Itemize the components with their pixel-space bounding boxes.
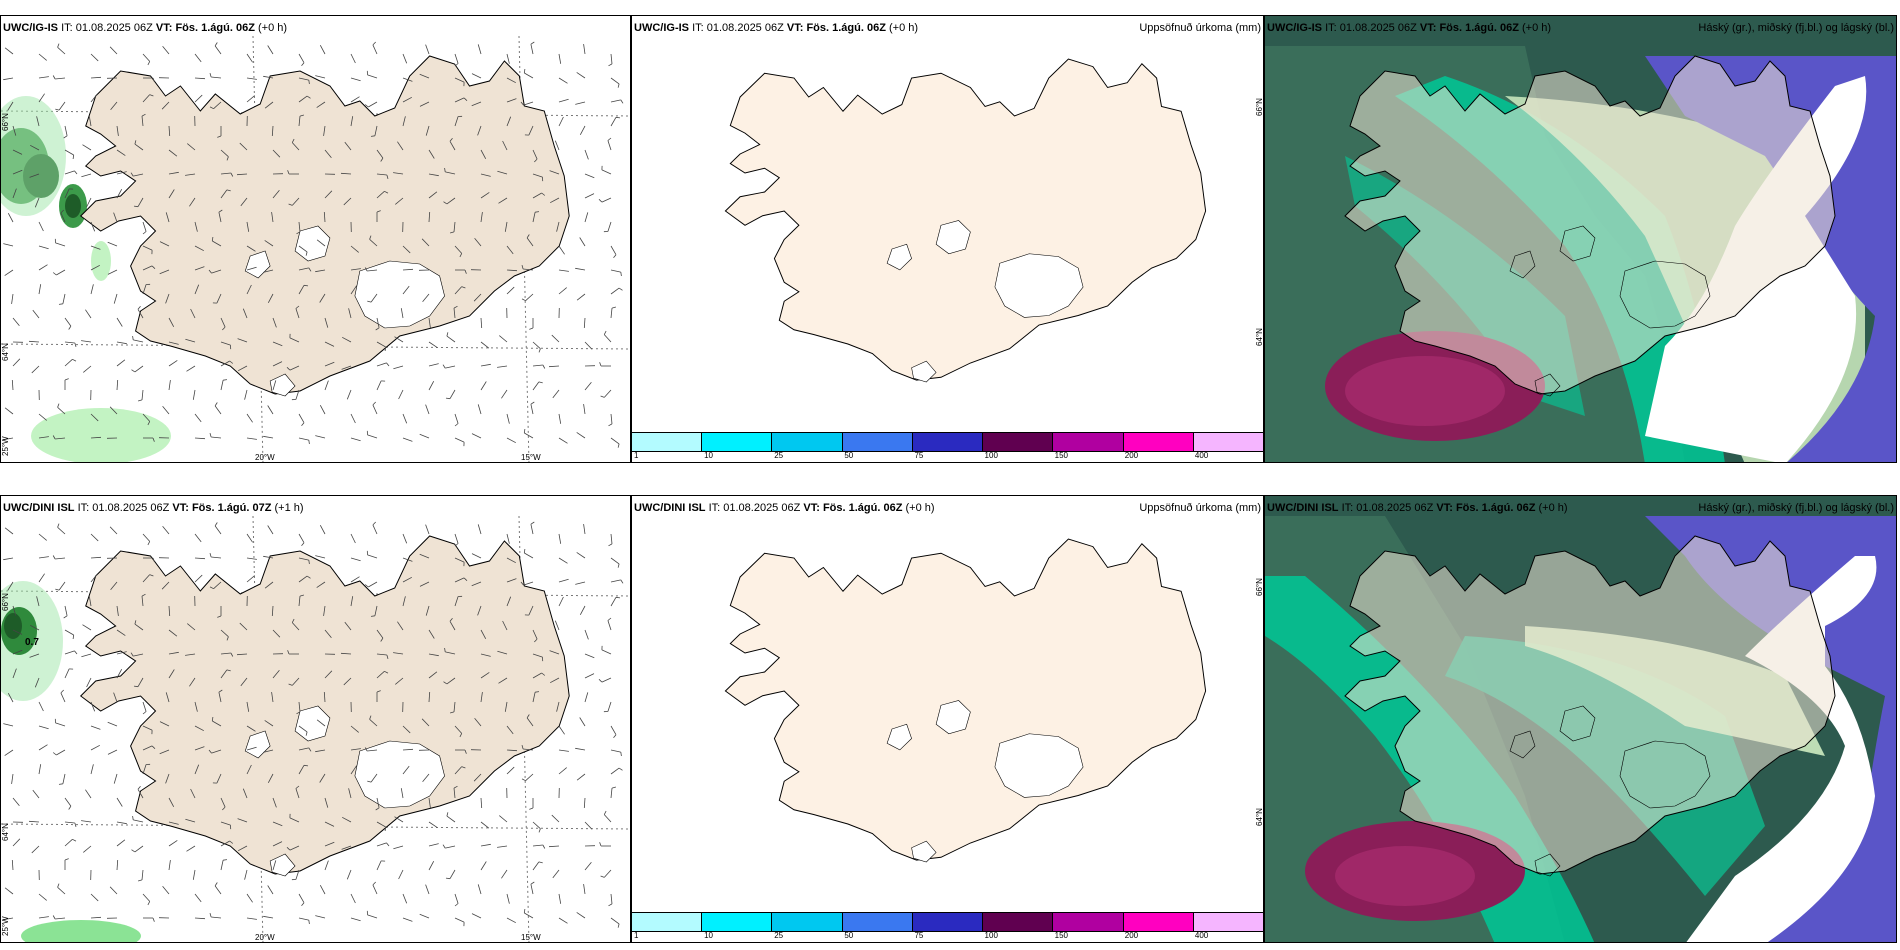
colorbar-tick-label: 100 [984, 451, 998, 460]
colorbar-tick-label: 200 [1124, 451, 1139, 460]
colorbar-tick-label: 400 [1194, 931, 1209, 940]
colorbar-tick-label: 75 [914, 931, 924, 940]
cloud-map [1265, 496, 1896, 942]
precip-map [724, 58, 1207, 383]
lon-label-20: 20°W [255, 453, 275, 462]
colorbar-cell [1123, 913, 1194, 931]
precip-panel-top: UWC/IG-IS IT: 01.08.2025 06Z VT: Fös. 1.… [631, 15, 1264, 463]
panel-header: UWC/IG-IS IT: 01.08.2025 06Z VT: Fös. 1.… [3, 22, 288, 34]
precip-colorbar: 1 10 25 50 75 100 150 200 400 [632, 432, 1263, 462]
lat-label-64: 64°N [1255, 808, 1264, 826]
colorbar-cell [632, 433, 703, 451]
colorbar-cell [702, 433, 773, 451]
colorbar-tick-label: 1 [634, 931, 639, 940]
lat-label-66: 66°N [1255, 98, 1264, 116]
lon-label-15: 15°W [521, 933, 541, 942]
colorbar-tick-label: 100 [984, 931, 998, 940]
colorbar-cell [912, 433, 984, 451]
precip-panel-bottom: UWC/DINI ISL IT: 01.08.2025 06Z VT: Fös.… [631, 495, 1264, 943]
colorbar-cell [632, 913, 703, 931]
panel-title: Háský (gr.), miðský (fj.bl.) og lágský (… [1698, 22, 1894, 34]
colorbar-cell [983, 433, 1054, 451]
lat-label-66: 66°N [1, 593, 10, 611]
colorbar-tick-label: 150 [1054, 931, 1069, 940]
colorbar-tick-label: 25 [774, 931, 784, 940]
panel-header: UWC/DINI ISL IT: 01.08.2025 06Z VT: Fös.… [634, 502, 1261, 514]
colorbar-tick-label: 25 [774, 451, 784, 460]
colorbar-cell [1053, 913, 1124, 931]
lat-label-66: 66°N [1, 113, 10, 131]
lon-label-15: 15°W [521, 453, 541, 462]
colorbar-tick-label: 10 [704, 451, 714, 460]
colorbar-cell [1193, 913, 1263, 931]
colorbar-tick-label: 1 [634, 451, 639, 460]
colorbar-cell [702, 913, 773, 931]
colorbar-tick-label: 400 [1194, 451, 1209, 460]
panel-header: UWC/IG-IS IT: 01.08.2025 06Z VT: Fös. 1.… [634, 22, 1261, 34]
precip-map [724, 538, 1207, 863]
wind-map [1, 35, 630, 462]
wind-panel-bottom: UWC/DINI ISL IT: 01.08.2025 06Z VT: Fös.… [0, 495, 631, 943]
colorbar-cell [983, 913, 1054, 931]
lat-label-64: 64°N [1, 823, 10, 841]
panel-title: Háský (gr.), miðský (fj.bl.) og lágský (… [1698, 502, 1894, 514]
panel-title: Uppsöfnuð úrkoma (mm) [1139, 502, 1261, 514]
colorbar-cell [842, 913, 913, 931]
colorbar-cell [772, 913, 843, 931]
wind-value-label: 0.7 [25, 637, 39, 648]
colorbar-cell [1193, 433, 1263, 451]
colorbar-tick-label: 200 [1124, 931, 1139, 940]
panel-header: UWC/DINI ISL IT: 01.08.2025 06Z VT: Fös.… [1267, 502, 1894, 514]
panel-header: UWC/IG-IS IT: 01.08.2025 06Z VT: Fös. 1.… [1267, 22, 1894, 34]
cloud-panel-bottom: UWC/DINI ISL IT: 01.08.2025 06Z VT: Fös.… [1264, 495, 1897, 943]
cloud-panel-top: UWC/IG-IS IT: 01.08.2025 06Z VT: Fös. 1.… [1264, 15, 1897, 463]
colorbar-cell [1053, 433, 1124, 451]
wind-panel-top: UWC/IG-IS IT: 01.08.2025 06Z VT: Fös. 1.… [0, 15, 631, 463]
colorbar-cell [842, 433, 913, 451]
lat-label-64: 64°N [1255, 328, 1264, 346]
colorbar-tick-label: 50 [844, 451, 854, 460]
wind-map [1, 515, 630, 942]
lon-label-25: 25°W [1, 916, 10, 936]
colorbar-cell [1123, 433, 1194, 451]
lon-label-20: 20°W [255, 933, 275, 942]
colorbar-cell [772, 433, 843, 451]
lat-label-64: 64°N [1, 343, 10, 361]
colorbar-tick-label: 10 [704, 931, 714, 940]
lon-label-25: 25°W [1, 436, 10, 456]
panel-title: Uppsöfnuð úrkoma (mm) [1139, 22, 1261, 34]
cloud-map [1265, 16, 1896, 462]
colorbar-tick-label: 50 [844, 931, 854, 940]
precip-colorbar: 1 10 25 50 75 100 150 200 400 [632, 912, 1263, 942]
colorbar-tick-label: 150 [1054, 451, 1069, 460]
panel-header: UWC/DINI ISL IT: 01.08.2025 06Z VT: Fös.… [3, 502, 304, 514]
colorbar-tick-label: 75 [914, 451, 924, 460]
lat-label-66: 66°N [1255, 578, 1264, 596]
colorbar-cell [912, 913, 984, 931]
